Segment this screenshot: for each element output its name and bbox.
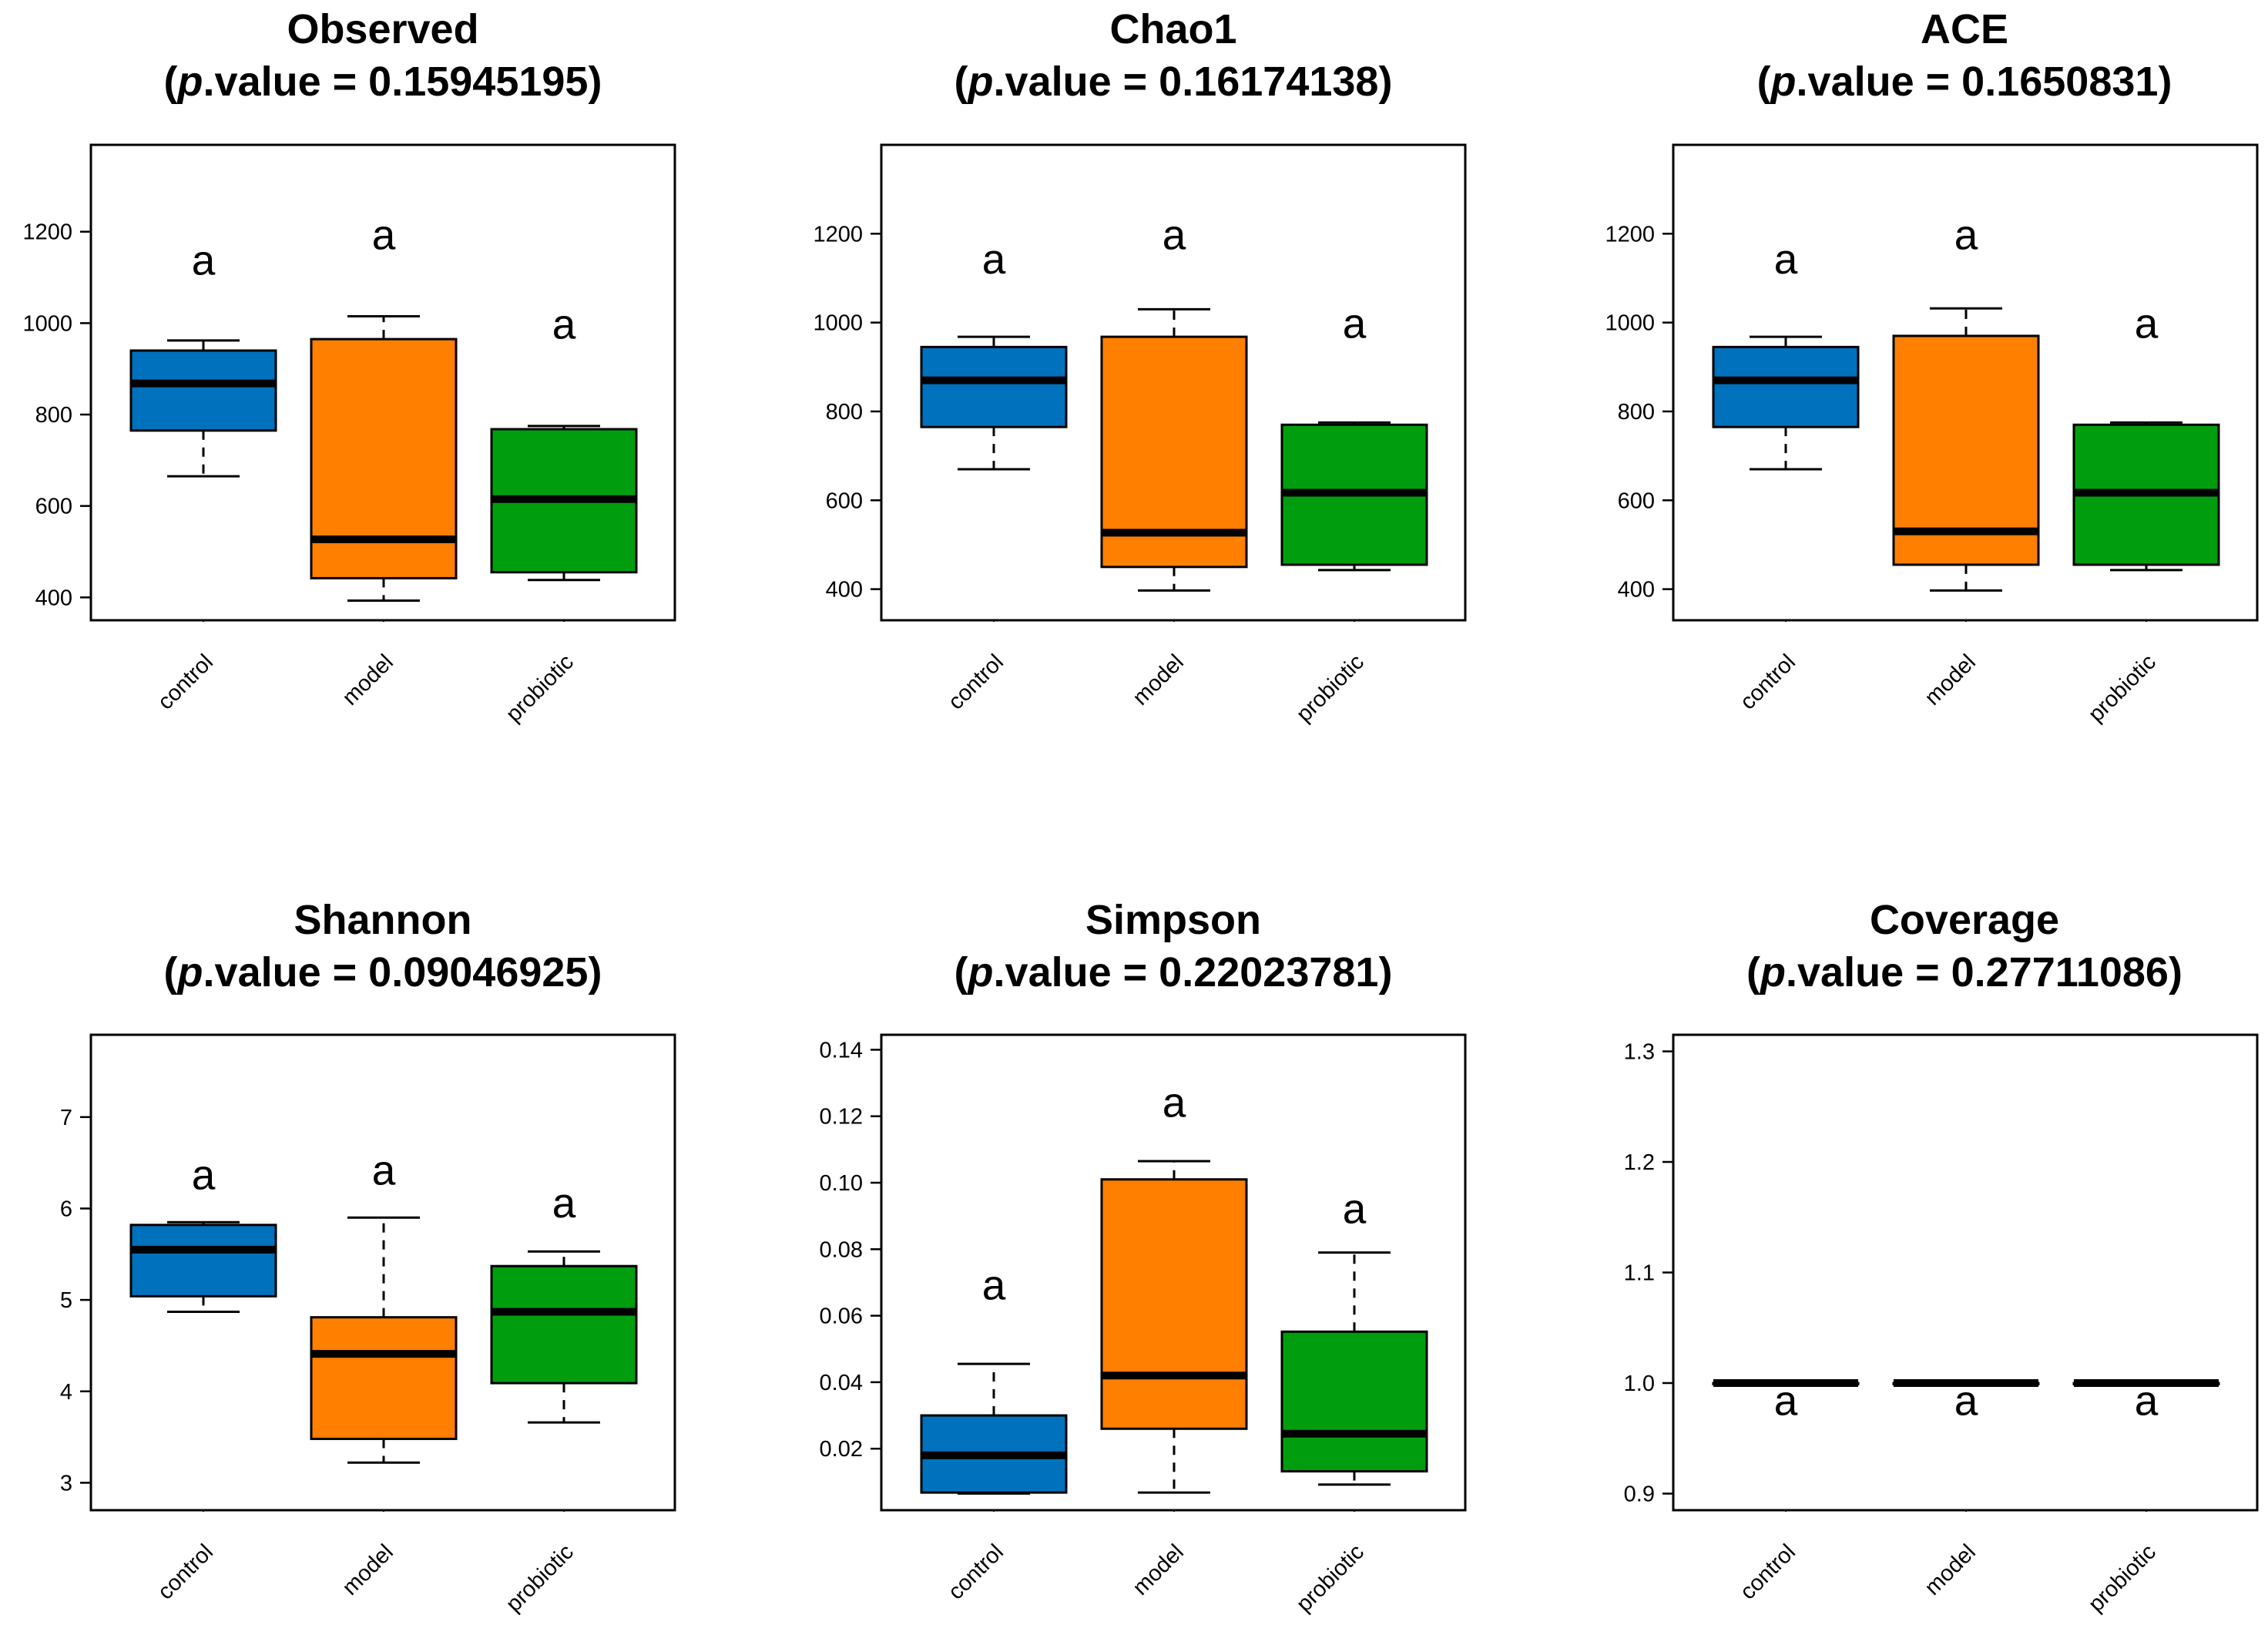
panel-title: ACE <box>1921 6 2008 52</box>
pvalue-text: .value = 0.27711086 <box>1786 949 2169 995</box>
pvalue-p: p <box>176 949 203 995</box>
panel-pvalue: (p.value = 0.09046925) <box>164 949 602 995</box>
panel-simpson: Simpson (p.value = 0.22023781) 0.02 0.04 0… <box>820 897 1467 1617</box>
y-tick-label: 4 <box>60 1380 72 1405</box>
box-probiotic <box>1280 1330 1428 1473</box>
box-control <box>920 345 1068 428</box>
y-tick-label: 1200 <box>22 220 72 245</box>
pvalue-p: p <box>967 59 994 105</box>
pvalue-p: p <box>1770 59 1797 105</box>
y-tick-label: 1.2 <box>1624 1150 1655 1175</box>
significance-label: a <box>372 211 396 259</box>
panel-title: Observed <box>287 6 478 52</box>
box-control <box>129 1224 277 1298</box>
y-tick-label: 1.0 <box>1624 1372 1655 1396</box>
box-model <box>310 1316 458 1440</box>
y-tick-label: 0.08 <box>820 1237 863 1262</box>
panel-chao1: Chao1 (p.value = 0.16174138) 400 600 800 10… <box>813 6 1467 727</box>
y-tick-label: 0.04 <box>820 1371 863 1395</box>
y-tick-label: 6 <box>60 1197 72 1221</box>
pvalue-p: p <box>1759 949 1786 995</box>
panel-pvalue: (p.value = 0.1650831) <box>1757 59 2172 105</box>
pvalue-text: .value = 0.22023781 <box>994 949 1379 995</box>
significance-label: a <box>1343 1184 1367 1232</box>
box-probiotic <box>490 1264 638 1385</box>
y-tick-label: 0.14 <box>820 1038 863 1063</box>
significance-label: a <box>1774 1377 1798 1425</box>
y-tick-label: 3 <box>60 1471 72 1496</box>
y-tick-label: 1.3 <box>1624 1040 1655 1065</box>
pvalue-text: .value = 0.1650831 <box>1797 59 2159 105</box>
pvalue-text: .value = 0.16174138 <box>994 59 1379 105</box>
y-tick-label: 400 <box>1618 578 1655 603</box>
significance-label: a <box>1163 1078 1186 1126</box>
y-tick-label: 800 <box>826 400 863 425</box>
y-tick-label: 800 <box>35 403 72 428</box>
box-model <box>1100 1178 1248 1430</box>
significance-label: a <box>2135 1377 2159 1425</box>
panel-shannon: Shannon (p.value = 0.09046925) 34567acon… <box>60 897 676 1617</box>
y-tick-label: 0.10 <box>820 1171 863 1196</box>
y-tick-label: 1000 <box>813 311 863 336</box>
panel-title: Shannon <box>294 897 472 943</box>
panel-title: Coverage <box>1870 897 2059 943</box>
y-tick-label: 0.06 <box>820 1304 863 1329</box>
box-control <box>1712 345 1860 428</box>
y-tick-label: 1.1 <box>1624 1261 1655 1286</box>
y-tick-label: 0.12 <box>820 1105 863 1130</box>
significance-label: a <box>1343 300 1367 347</box>
y-tick-label: 1000 <box>22 311 72 336</box>
y-tick-label: 1000 <box>1605 311 1655 336</box>
y-tick-label: 0.02 <box>820 1437 863 1462</box>
box-control <box>129 349 277 432</box>
y-tick-label: 600 <box>35 495 72 519</box>
panel-pvalue: (p.value = 0.27711086) <box>1746 949 2182 995</box>
box-model <box>1892 334 2040 566</box>
y-tick-label: 600 <box>1618 489 1655 513</box>
significance-label: a <box>1954 210 1978 258</box>
pvalue-text: .value = 0.09046925 <box>203 949 589 995</box>
box-model <box>1100 335 1248 569</box>
y-tick-label: 1200 <box>813 222 863 247</box>
significance-label: a <box>372 1146 396 1194</box>
significance-label: a <box>982 1261 1006 1309</box>
y-tick-label: 0.9 <box>1624 1482 1655 1506</box>
y-tick-label: 7 <box>60 1106 72 1130</box>
significance-label: a <box>1774 235 1798 283</box>
y-tick-label: 600 <box>826 489 863 513</box>
y-tick-label: 400 <box>35 586 72 610</box>
y-tick-label: 1200 <box>1605 222 1655 247</box>
significance-label: a <box>192 236 216 284</box>
pvalue-text: .value = 0.15945195 <box>203 59 589 105</box>
y-tick-label: 400 <box>826 578 863 603</box>
panel-pvalue: (p.value = 0.15945195) <box>164 59 602 105</box>
panel-title: Simpson <box>1085 897 1261 943</box>
significance-label: a <box>2135 300 2159 347</box>
significance-label: a <box>982 235 1006 283</box>
significance-label: a <box>552 1179 576 1227</box>
significance-label: a <box>192 1150 216 1198</box>
significance-label: a <box>1954 1377 1978 1425</box>
y-tick-label: 5 <box>60 1288 72 1313</box>
y-tick-label: 800 <box>1618 400 1655 425</box>
panel-title: Chao1 <box>1109 6 1236 52</box>
pvalue-p: p <box>176 59 203 105</box>
significance-label: a <box>552 300 576 347</box>
panel-pvalue: (p.value = 0.16174138) <box>955 59 1393 105</box>
panel-pvalue: (p.value = 0.22023781) <box>955 949 1393 995</box>
pvalue-p: p <box>967 949 994 995</box>
significance-label: a <box>1163 210 1186 258</box>
